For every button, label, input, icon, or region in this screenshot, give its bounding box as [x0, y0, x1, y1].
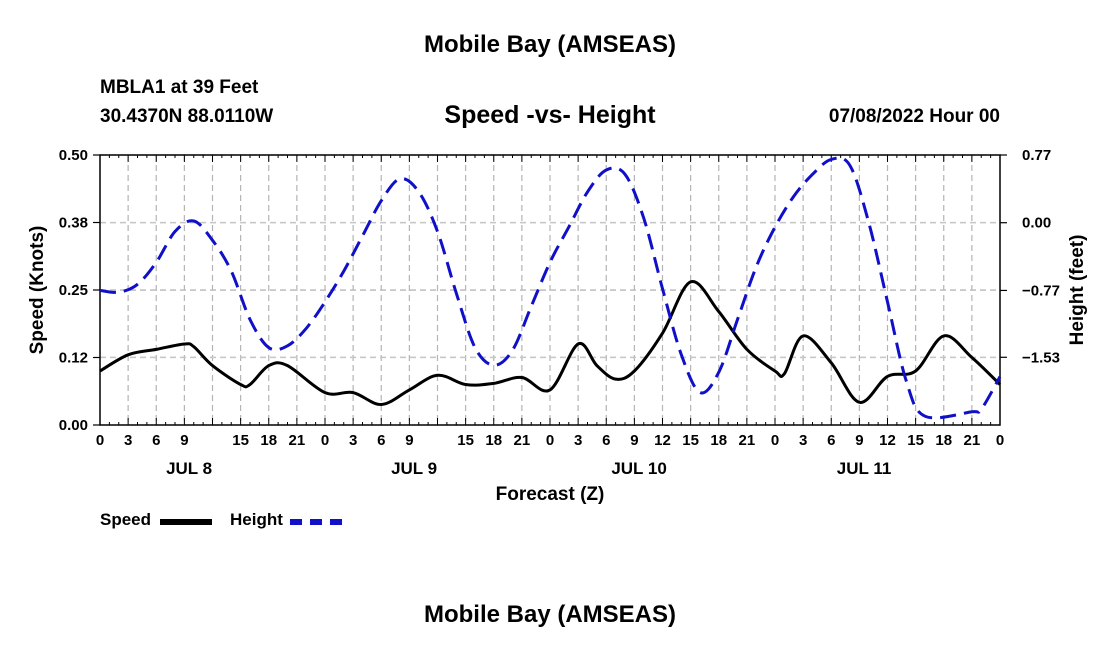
x-tick-label: 9: [630, 432, 638, 449]
x-tick-label: 21: [514, 432, 531, 449]
x-tick-label: 3: [799, 432, 807, 449]
x-tick-label: 6: [602, 432, 610, 449]
x-tick-label: 15: [907, 432, 924, 449]
x-axis-label: Forecast (Z): [496, 484, 605, 505]
day-label: JUL 9: [391, 459, 437, 478]
x-tick-label: 0: [771, 432, 779, 449]
day-label: JUL 11: [837, 459, 892, 478]
x-tick-label: 18: [710, 432, 727, 449]
station-coordinates: 30.4370N 88.0110W: [100, 106, 274, 127]
station-label: MBLA1 at 39 Feet: [100, 77, 259, 98]
y2-tick-label: −0.77: [1022, 282, 1060, 299]
legend-speed-label: Speed: [100, 510, 152, 529]
x-tick-label: 12: [879, 432, 896, 449]
x-tick-label: 15: [457, 432, 474, 449]
axes: 0 3 6 9 15 18 21 0 3 6 9 15 18 21 0 3 6 9 12 15 18 21 0 3 6 9 12 15…: [59, 147, 1060, 478]
x-tick-label: 0: [96, 432, 104, 449]
forecast-datetime: 07/08/2022 Hour 00: [828, 106, 1000, 127]
y2-tick-label: 0.77: [1022, 147, 1051, 164]
x-tick-label: 6: [827, 432, 835, 449]
x-tick-label: 0: [321, 432, 329, 449]
x-tick-label: 9: [180, 432, 188, 449]
x-tick-label: 6: [377, 432, 385, 449]
y-tick-label: 0.50: [59, 147, 88, 164]
next-chart-title: Mobile Bay (AMSEAS): [423, 601, 677, 628]
legend-height-swatch: [290, 519, 342, 525]
series: [99, 156, 1002, 420]
day-label: JUL 10: [611, 459, 666, 478]
x-tick-label: 0: [546, 432, 554, 449]
x-tick-label: 21: [964, 432, 981, 449]
chart-subtitle: Speed -vs- Height: [444, 101, 656, 129]
y-axis-label: Speed (Knots): [27, 226, 48, 355]
legend-height-label: Height: [230, 510, 283, 529]
y2-tick-label: 0.00: [1022, 215, 1051, 232]
x-tick-label: 18: [260, 432, 277, 449]
legend-speed-swatch: [160, 519, 212, 525]
x-tick-label: 15: [232, 432, 249, 449]
y-tick-label: 0.12: [59, 350, 88, 367]
x-tick-label: 12: [654, 432, 671, 449]
series-height-line: [99, 156, 1002, 420]
x-tick-label: 9: [405, 432, 413, 449]
y2-tick-label: −1.53: [1022, 349, 1060, 366]
y2-axis-label: Height (feet): [1067, 235, 1088, 346]
x-tick-label: 6: [152, 432, 160, 449]
x-tick-label: 0: [996, 432, 1004, 449]
x-tick-label: 18: [935, 432, 952, 449]
y-tick-label: 0.00: [59, 417, 88, 434]
y-tick-label: 0.25: [59, 282, 88, 299]
x-tick-label: 3: [349, 432, 357, 449]
chart-title: Mobile Bay (AMSEAS): [423, 31, 677, 58]
x-tick-label: 21: [289, 432, 306, 449]
x-tick-label: 18: [485, 432, 502, 449]
day-label: JUL 8: [166, 459, 212, 478]
x-tick-label: 15: [682, 432, 699, 449]
x-tick-label: 3: [574, 432, 582, 449]
series-speed-line: [99, 280, 1002, 406]
x-tick-label: 3: [124, 432, 132, 449]
x-tick-label: 9: [855, 432, 863, 449]
x-tick-label: 21: [739, 432, 756, 449]
grid: [100, 154, 1000, 425]
y-tick-label: 0.38: [59, 215, 88, 232]
